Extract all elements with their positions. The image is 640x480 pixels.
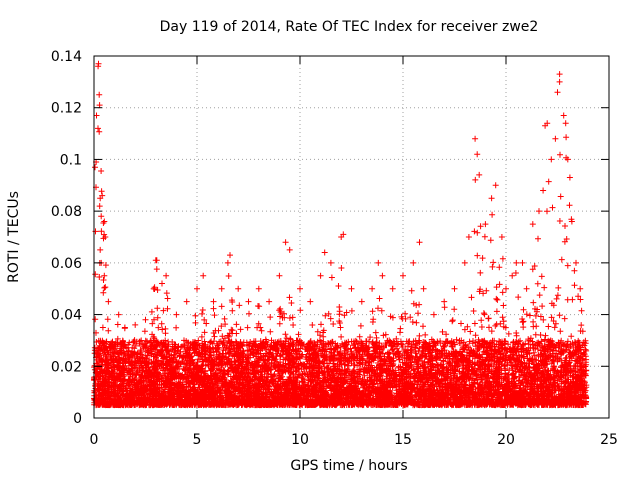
roti-points	[91, 60, 590, 409]
x-tick-label: 0	[90, 432, 99, 448]
x-tick-label: 10	[291, 432, 309, 448]
y-tick-label: 0.08	[51, 204, 82, 220]
y-tick-label: 0.14	[51, 49, 82, 65]
x-tick-label: 25	[600, 432, 618, 448]
y-tick-label: 0.1	[60, 152, 82, 168]
grid	[94, 56, 609, 418]
y-tick-label: 0	[73, 411, 82, 427]
x-axis-label: GPS time / hours	[290, 458, 407, 474]
axis-ticks: 0 5 10 15 20 25 0 0.02 0.04 0.06 0.08 0.1 0.12 0.14	[51, 49, 618, 448]
y-tick-label: 0.02	[51, 359, 82, 375]
plot-frame	[93, 55, 610, 419]
x-tick-label: 15	[394, 432, 412, 448]
chart-title: Day 119 of 2014, Rate Of TEC Index for r…	[160, 19, 539, 35]
x-tick-label: 5	[193, 432, 202, 448]
data-points	[91, 60, 590, 409]
y-tick-label: 0.04	[51, 308, 82, 324]
y-tick-label: 0.06	[51, 256, 82, 272]
x-tick-label: 20	[497, 432, 515, 448]
y-axis-label: ROTI / TECUs	[6, 191, 22, 283]
y-tick-label: 0.12	[51, 101, 82, 117]
